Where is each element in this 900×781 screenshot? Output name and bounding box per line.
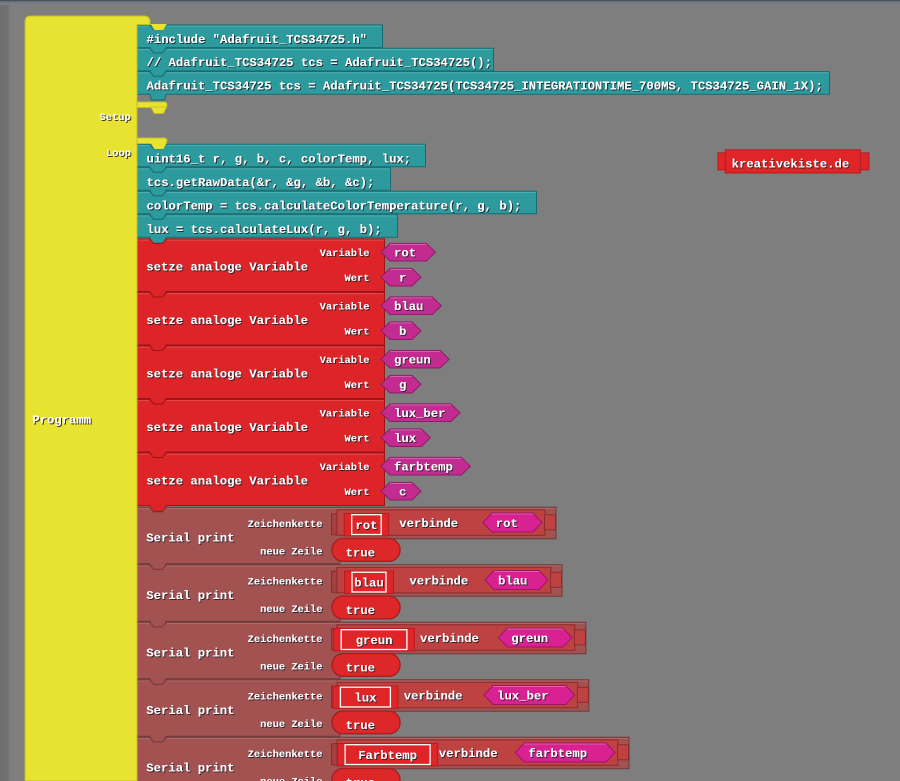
svg-text:Variable: Variable xyxy=(320,248,370,260)
svg-text:Adafruit_TCS34725 tcs = Adafru: Adafruit_TCS34725 tcs = Adafruit_TCS3472… xyxy=(147,80,823,94)
svg-text:lux = tcs.calculateLux(r, g, b: lux = tcs.calculateLux(r, g, b); xyxy=(147,223,382,237)
svg-text:verbinde: verbinde xyxy=(439,747,498,761)
svg-text:verbinde: verbinde xyxy=(409,575,468,589)
svg-text:r: r xyxy=(399,272,406,286)
svg-text:true: true xyxy=(346,776,375,781)
svg-text:blau: blau xyxy=(354,576,383,590)
svg-text:verbinde: verbinde xyxy=(399,517,458,531)
svg-text:rot: rot xyxy=(355,519,377,533)
svg-text:// Adafruit_TCS34725 tcs = Ada: // Adafruit_TCS34725 tcs = Adafruit_TCS3… xyxy=(147,56,493,70)
svg-text:lux: lux xyxy=(354,691,377,705)
svg-text:Wert: Wert xyxy=(345,380,370,392)
svg-text:g: g xyxy=(399,379,406,393)
svg-text:verbinde: verbinde xyxy=(404,690,463,704)
svg-text:b: b xyxy=(399,325,406,339)
svg-text:Setup: Setup xyxy=(100,112,131,124)
svg-text:Wert: Wert xyxy=(345,273,370,285)
svg-text:Farbtemp: Farbtemp xyxy=(358,749,417,763)
svg-text:neue Zeile: neue Zeile xyxy=(260,719,322,731)
svg-text:true: true xyxy=(346,546,375,560)
svg-text:Variable: Variable xyxy=(320,302,370,314)
svg-text:uint16_t r, g, b, c, colorTemp: uint16_t r, g, b, c, colorTemp, lux; xyxy=(147,153,412,167)
svg-text:Loop: Loop xyxy=(106,148,131,160)
svg-text:c: c xyxy=(399,486,406,500)
svg-text:Variable: Variable xyxy=(320,462,370,474)
svg-text:Serial print: Serial print xyxy=(146,704,234,718)
svg-text:rot: rot xyxy=(394,247,416,261)
svg-text:greun: greun xyxy=(394,354,431,368)
svg-text:setze analoge Variable: setze analoge Variable xyxy=(146,261,308,275)
svg-text:Serial print: Serial print xyxy=(146,532,234,546)
svg-text:true: true xyxy=(346,604,375,618)
svg-text:Variable: Variable xyxy=(320,409,370,421)
svg-text:lux_ber: lux_ber xyxy=(497,689,548,703)
svg-text:#include "Adafruit_TCS34725.h": #include "Adafruit_TCS34725.h" xyxy=(147,33,368,47)
svg-text:neue Zeile: neue Zeile xyxy=(260,777,322,781)
svg-text:greun: greun xyxy=(356,634,393,648)
svg-text:farbtemp: farbtemp xyxy=(394,461,453,475)
svg-text:Zeichenkette: Zeichenkette xyxy=(248,577,323,589)
svg-text:colorTemp = tcs.calculateColor: colorTemp = tcs.calculateColorTemperatur… xyxy=(147,200,522,214)
svg-text:true: true xyxy=(346,661,375,675)
svg-text:verbinde: verbinde xyxy=(420,632,479,646)
svg-text:Wert: Wert xyxy=(345,487,370,499)
svg-text:neue Zeile: neue Zeile xyxy=(260,662,322,674)
svg-text:Serial print: Serial print xyxy=(146,647,234,661)
svg-text:Zeichenkette: Zeichenkette xyxy=(248,749,323,761)
svg-text:lux: lux xyxy=(394,432,417,446)
svg-text:greun: greun xyxy=(511,632,548,646)
svg-text:neue Zeile: neue Zeile xyxy=(260,547,322,559)
svg-text:kreativekiste.de: kreativekiste.de xyxy=(732,157,850,171)
svg-text:rot: rot xyxy=(496,517,518,531)
svg-text:Zeichenkette: Zeichenkette xyxy=(248,634,323,646)
svg-text:Serial print: Serial print xyxy=(146,762,234,776)
svg-text:Wert: Wert xyxy=(345,434,370,446)
svg-text:Serial print: Serial print xyxy=(146,589,234,603)
svg-text:lux_ber: lux_ber xyxy=(394,407,445,421)
svg-text:farbtemp: farbtemp xyxy=(528,747,587,761)
svg-text:setze analoge Variable: setze analoge Variable xyxy=(146,421,308,435)
svg-text:blau: blau xyxy=(498,574,527,588)
svg-text:Zeichenkette: Zeichenkette xyxy=(248,692,323,704)
svg-text:Zeichenkette: Zeichenkette xyxy=(248,519,323,531)
svg-text:setze analoge Variable: setze analoge Variable xyxy=(146,368,308,382)
svg-text:blau: blau xyxy=(394,300,423,314)
svg-text:tcs.getRawData(&r, &g, &b, &c): tcs.getRawData(&r, &g, &b, &c); xyxy=(147,176,375,190)
svg-text:setze analoge Variable: setze analoge Variable xyxy=(146,475,308,489)
svg-text:setze analoge Variable: setze analoge Variable xyxy=(146,314,308,328)
svg-text:Variable: Variable xyxy=(320,355,370,367)
svg-text:neue Zeile: neue Zeile xyxy=(260,604,322,616)
svg-text:Programm: Programm xyxy=(32,413,91,427)
svg-text:true: true xyxy=(346,719,375,733)
svg-text:Wert: Wert xyxy=(345,327,370,339)
